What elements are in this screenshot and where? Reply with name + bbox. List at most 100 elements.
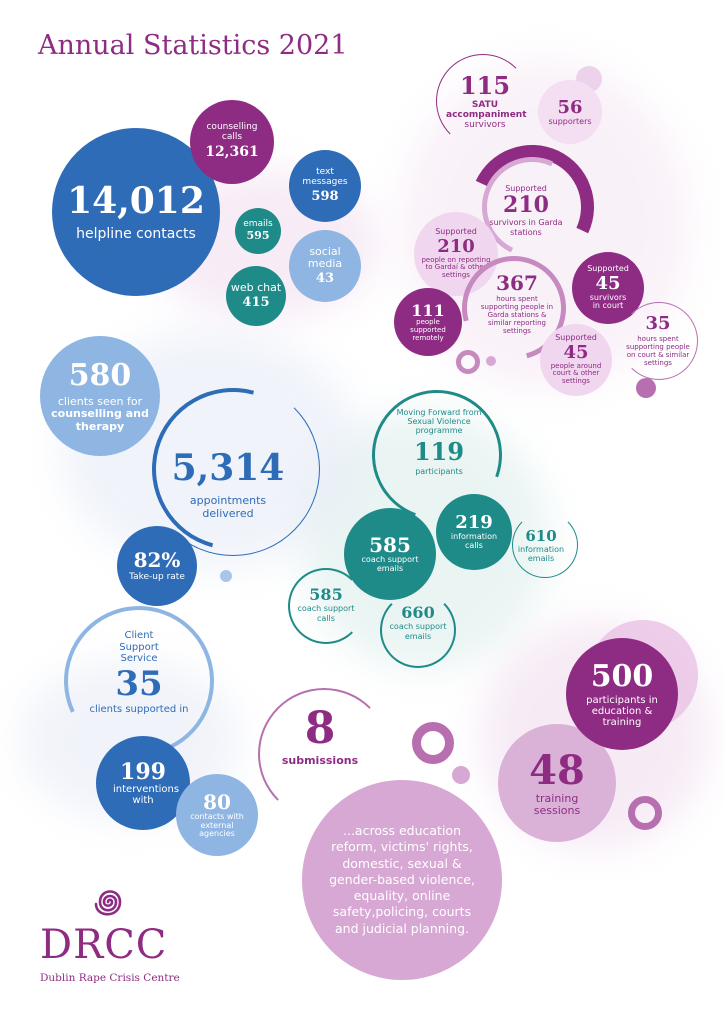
programme-value: 119 xyxy=(413,436,465,466)
info-emails-label: information emails xyxy=(517,545,565,564)
satu-35-label: hours spent supporting people on court &… xyxy=(626,334,690,367)
service-clients-value: 35 xyxy=(115,663,163,704)
submissions-block: 8 submissions xyxy=(272,703,368,767)
satu-45a-pre: Supported xyxy=(587,263,629,273)
coach-emails-label: coach support emails xyxy=(361,555,419,573)
interventions-label: interventions with xyxy=(113,784,180,807)
programme-block: Moving Forward from Sexual Violence prog… xyxy=(392,408,486,476)
client-support-block: Client Support Service 35 clients suppor… xyxy=(84,630,194,715)
coach-emails-circle: 585 coach support emails xyxy=(344,508,436,600)
web-chat-circle: web chat 415 xyxy=(226,266,286,326)
satu-210a-value: 210 xyxy=(503,192,549,219)
sessions-value: 48 xyxy=(529,746,585,794)
decorative-dot xyxy=(486,356,496,366)
social-label: social media xyxy=(307,244,343,270)
take-up-rate-circle: 82% Take-up rate xyxy=(117,526,197,606)
satu-210a-label: survivors in Garda stations xyxy=(489,218,563,237)
participants-label: participants in education & training xyxy=(586,695,658,728)
sessions-label: training sessions xyxy=(533,791,581,817)
helpline-total-value: 14,012 xyxy=(67,179,205,222)
social-value: 43 xyxy=(315,270,335,286)
info-calls-circle: 219 information calls xyxy=(436,494,512,570)
coach-calls-ring xyxy=(288,568,364,644)
appointments-block: 5,314 appointments delivered xyxy=(160,447,296,521)
decorative-ring xyxy=(456,350,480,374)
coach-emails2-value: 660 xyxy=(401,603,435,622)
participants-value: 500 xyxy=(590,659,654,694)
decorative-ring xyxy=(628,796,662,830)
satu-45b-value: 45 xyxy=(563,341,589,363)
text-messages-circle: text messages 598 xyxy=(289,150,361,222)
interventions-circle: 199 interventions with xyxy=(96,736,190,830)
satu-56-label: supporters xyxy=(548,116,592,126)
logo-wordmark: DRCC xyxy=(40,922,168,968)
coach-calls-block: 585 coach support calls xyxy=(296,585,356,623)
satu-35-ring xyxy=(620,302,698,380)
satu-115-block: 115 SATU accompaniment survivors xyxy=(446,71,527,131)
interventions-value: 199 xyxy=(120,758,166,785)
counselling-value: 12,361 xyxy=(205,144,259,161)
coach-calls-value: 585 xyxy=(309,585,343,604)
org-name: Dublin Rape Crisis Centre xyxy=(40,972,180,984)
satu-56-value: 56 xyxy=(557,96,583,118)
coach-emails-value: 585 xyxy=(369,533,411,558)
satu-115-value: 115 xyxy=(459,71,511,100)
contacts-label: contacts with external agencies xyxy=(190,811,244,839)
social-media-circle: social media 43 xyxy=(289,230,361,302)
submission-areas-circle: ...across education reform, victims' rig… xyxy=(302,780,502,980)
clients-value: 580 xyxy=(68,358,132,394)
submissions-value: 8 xyxy=(304,703,336,754)
appointments-ring-outer xyxy=(146,382,320,556)
spiral-logo-icon xyxy=(94,890,122,916)
satu-210b-circle: Supported 210 people on reporting to Gar… xyxy=(414,212,498,296)
helpline-total-label: helpline contacts xyxy=(76,226,196,243)
satu-111-label: people supported remotely xyxy=(410,318,446,342)
emails-value: 595 xyxy=(246,228,270,242)
appointments-value: 5,314 xyxy=(171,447,285,489)
info-emails-block: 610 information emails xyxy=(512,527,570,564)
info-calls-value: 219 xyxy=(455,512,493,534)
coach-emails2-block: 660 coach support emails xyxy=(388,603,448,641)
satu-111-value: 111 xyxy=(411,300,445,320)
contacts-value: 80 xyxy=(203,789,231,814)
satu-115-label-1: SATU xyxy=(471,99,499,110)
satu-367-block: 367 hours spent supporting people in Gar… xyxy=(478,271,556,336)
text-label: text messages xyxy=(302,166,348,187)
takeup-value: 82% xyxy=(133,548,181,573)
webchat-label: web chat xyxy=(230,280,282,294)
satu-367-label: hours spent supporting people in Garda s… xyxy=(480,295,554,336)
counselling-label: counselling calls xyxy=(206,122,258,143)
emails-circle: emails 595 xyxy=(235,208,281,254)
decorative-ring xyxy=(412,722,454,764)
webchat-value: 415 xyxy=(242,294,270,310)
info-emails-value: 610 xyxy=(525,527,557,545)
satu-115-label-2: accompaniment xyxy=(446,109,527,120)
counselling-calls-circle: counselling calls 12,361 xyxy=(190,100,274,184)
satu-111-circle: 111 people supported remotely xyxy=(394,288,462,356)
programme-sub: participants xyxy=(415,467,463,477)
programme-label: Moving Forward from Sexual Violence prog… xyxy=(396,408,482,436)
satu-367-value: 367 xyxy=(496,271,538,295)
appointments-label: appointments delivered xyxy=(189,494,267,521)
satu-210b-value: 210 xyxy=(437,235,475,257)
coach-calls-label: coach support calls xyxy=(297,604,355,623)
satu-210a-pre: Supported xyxy=(505,184,547,193)
submission-areas-text: ...across education reform, victims' rig… xyxy=(329,823,475,936)
submissions-ring xyxy=(258,688,390,820)
satu-35-block: 35 hours spent supporting people on cour… xyxy=(624,313,692,367)
satu-115-label-3: survivors xyxy=(464,120,506,131)
satu-56-circle: 56 supporters xyxy=(538,80,602,144)
satu-45b-label: people around court & other settings xyxy=(550,361,602,386)
service-clients-label: clients supported in xyxy=(89,703,189,715)
decorative-dot xyxy=(452,766,470,784)
coach-emails2-ring xyxy=(380,592,456,668)
info-calls-label: information calls xyxy=(450,532,498,550)
satu-210b-pre: Supported xyxy=(435,227,477,237)
clients-label-2: counselling and therapy xyxy=(51,407,149,433)
takeup-label: Take-up rate xyxy=(129,572,185,583)
submissions-label: submissions xyxy=(281,753,359,767)
satu-45b-pre: Supported xyxy=(555,333,597,343)
clients-label-1: clients seen for xyxy=(57,395,143,409)
decorative-dot xyxy=(636,378,656,398)
text-value: 598 xyxy=(311,188,339,204)
